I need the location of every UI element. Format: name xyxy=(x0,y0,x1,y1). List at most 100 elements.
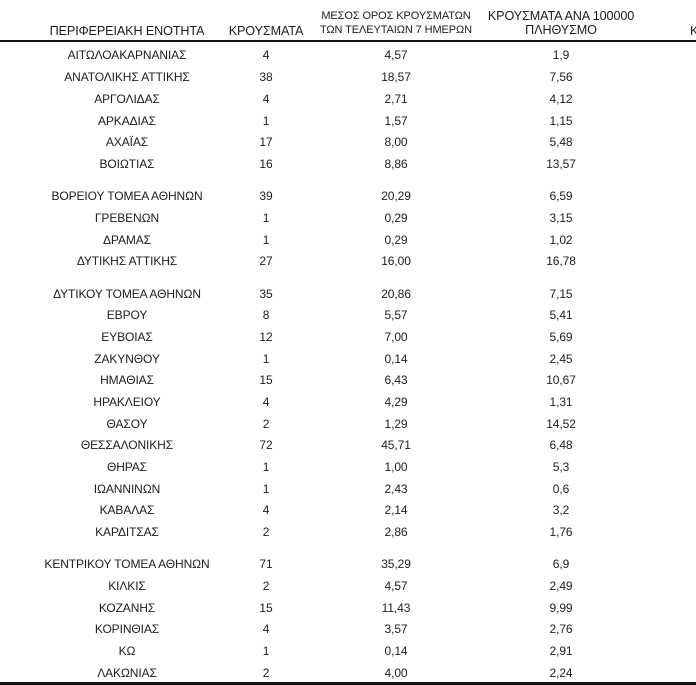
per-100k-cell: 2,24 xyxy=(549,665,573,680)
cases-cell: 17 xyxy=(259,135,273,150)
region-cell: ΚΑΡΔΙΤΣΑΣ xyxy=(95,525,159,540)
per-100k-cell: 1,15 xyxy=(549,113,573,128)
per-100k-cell: 1,02 xyxy=(549,232,573,247)
avg-7day-cell: 1,29 xyxy=(384,416,408,431)
header-regional-unit: ΠΕΡΙΦΕΡΕΙΑΚΗ ΕΝΟΤΗΤΑ xyxy=(49,23,205,38)
cases-cell: 2 xyxy=(262,525,270,540)
region-cell: ΑΙΤΩΛΟΑΚΑΡΝΑΝΙΑΣ xyxy=(67,48,187,63)
avg-7day-cell: 7,00 xyxy=(384,329,408,344)
avg-7day-cell: 11,43 xyxy=(381,600,411,615)
cases-cell: 15 xyxy=(259,373,273,388)
per-100k-cell: 5,48 xyxy=(549,135,573,150)
clipped-next-column-header: Κ xyxy=(690,24,696,38)
cases-cell: 4 xyxy=(262,48,270,63)
cases-cell: 16 xyxy=(259,156,273,171)
per-100k-cell: 6,48 xyxy=(549,438,573,453)
per-100k-cell: 6,9 xyxy=(552,557,570,572)
cases-cell: 4 xyxy=(262,91,270,106)
cases-cell: 27 xyxy=(259,254,273,269)
table-bottom-border xyxy=(0,682,696,685)
per-100k-cell: 2,45 xyxy=(549,351,573,366)
table-row: ΑΙΤΩΛΟΑΚΑΡΝΑΝΙΑΣ 4 4,57 1,9 xyxy=(0,45,696,67)
table-row: ΚΩ 1 0,14 2,91 xyxy=(0,640,696,662)
region-cell: ΔΥΤΙΚΟΥ ΤΟΜΕΑ ΑΘΗΝΩΝ xyxy=(53,286,201,301)
header-cases: ΚΡΟΥΣΜΑΤΑ xyxy=(228,23,304,38)
cases-cell: 71 xyxy=(259,557,273,572)
table-row: ΕΒΡΟΥ 8 5,57 5,41 xyxy=(0,304,696,326)
table-row: ΑΡΓΟΛΙΔΑΣ 4 2,71 4,12 xyxy=(0,88,696,110)
region-cell: ΑΧΑΪΑΣ xyxy=(105,135,149,150)
table-row: ΚΟΖΑΝΗΣ 15 11,43 9,99 xyxy=(0,597,696,619)
avg-7day-cell: 16,00 xyxy=(381,254,411,269)
per-100k-cell: 4,12 xyxy=(549,91,573,106)
per-100k-cell: 5,69 xyxy=(549,329,573,344)
cases-cell: 4 xyxy=(262,622,270,637)
table-row: ΗΡΑΚΛΕΙΟΥ 4 4,29 1,31 xyxy=(0,391,696,413)
avg-7day-cell: 8,00 xyxy=(384,135,408,150)
avg-7day-cell: 4,57 xyxy=(384,48,408,63)
region-cell: ΔΥΤΙΚΗΣ ΑΤΤΙΚΗΣ xyxy=(76,254,178,269)
per-100k-cell: 7,15 xyxy=(549,286,573,301)
header-avg-7day-line1: ΜΕΣΟΣ ΟΡΟΣ ΚΡΟΥΣΜΑΤΩΝ xyxy=(321,10,471,22)
per-100k-cell: 9,99 xyxy=(549,600,573,615)
cases-cell: 35 xyxy=(259,286,273,301)
per-100k-cell: 2,76 xyxy=(549,622,573,637)
table-body: ΑΙΤΩΛΟΑΚΑΡΝΑΝΙΑΣ 4 4,57 1,9 ΑΝΑΤΟΛΙΚΗΣ ΑΤΤΙΚ… xyxy=(0,42,696,684)
region-cell: ΘΑΣΟΥ xyxy=(106,416,148,431)
region-cell: ΖΑΚΥΝΘΟΥ xyxy=(94,351,160,366)
region-cell: ΚΕΝΤΡΙΚΟΥ ΤΟΜΕΑ ΑΘΗΝΩΝ xyxy=(44,557,210,572)
avg-7day-cell: 18,57 xyxy=(381,70,411,85)
header-per-100k: ΚΡΟΥΣΜΑΤΑ ΑΝΑ 100000 ΠΛΗΘΥΣΜΟ xyxy=(488,9,634,39)
table-row: ΑΝΑΤΟΛΙΚΗΣ ΑΤΤΙΚΗΣ 38 18,57 7,56 xyxy=(0,66,696,88)
avg-7day-cell: 2,71 xyxy=(384,91,408,106)
table-row: ΚΙΛΚΙΣ 2 4,57 2,49 xyxy=(0,575,696,597)
region-cell: ΚΩ xyxy=(118,644,136,659)
header-per-100k-line1: ΚΡΟΥΣΜΑΤΑ ΑΝΑ 100000 xyxy=(487,9,635,24)
cases-cell: 1 xyxy=(262,460,270,474)
cases-cell: 1 xyxy=(262,210,270,225)
per-100k-cell: 6,59 xyxy=(549,189,573,204)
avg-7day-cell: 20,29 xyxy=(381,189,411,204)
region-cell: ΚΟΡΙΝΘΙΑΣ xyxy=(94,622,160,637)
avg-7day-cell: 8,86 xyxy=(384,156,408,171)
table-row: ΒΟΡΕΙΟΥ ΤΟΜΕΑ ΑΘΗΝΩΝ 39 20,29 6,59 xyxy=(0,185,696,207)
table-row: ΘΕΣΣΑΛΟΝΙΚΗΣ 72 45,71 6,48 xyxy=(0,434,696,456)
region-cell: ΒΟΡΕΙΟΥ ΤΟΜΕΑ ΑΘΗΝΩΝ xyxy=(51,189,203,204)
avg-7day-cell: 1,00 xyxy=(384,460,408,474)
cases-cell: 1 xyxy=(262,481,270,496)
table-row: ΑΧΑΪΑΣ 17 8,00 5,48 xyxy=(0,131,696,153)
avg-7day-cell: 3,57 xyxy=(384,622,408,637)
group-spacer xyxy=(0,543,696,554)
avg-7day-cell: 1,57 xyxy=(384,113,408,128)
per-100k-cell: 0,6 xyxy=(552,481,570,496)
avg-7day-cell: 2,43 xyxy=(384,481,408,496)
region-cell: ΑΡΓΟΛΙΔΑΣ xyxy=(94,91,160,106)
per-100k-cell: 1,76 xyxy=(549,525,573,540)
table-row: ΑΡΚΑΔΙΑΣ 1 1,57 1,15 xyxy=(0,110,696,132)
avg-7day-cell: 5,57 xyxy=(384,308,408,323)
region-cell: ΓΡΕΒΕΝΩΝ xyxy=(94,210,160,225)
cases-cell: 1 xyxy=(262,113,270,128)
per-100k-cell: 2,91 xyxy=(549,644,573,659)
header-avg-7day: ΜΕΣΟΣ ΟΡΟΣ ΚΡΟΥΣΜΑΤΩΝ ΤΩΝ ΤΕΛΕΥΤΑΙΩΝ 7 Η… xyxy=(320,10,472,40)
region-cell: ΕΒΡΟΥ xyxy=(106,308,148,323)
table-row: ΒΟΙΩΤΙΑΣ 16 8,86 13,57 xyxy=(0,153,696,175)
cases-cell: 2 xyxy=(262,579,270,594)
cases-cell: 72 xyxy=(259,438,273,453)
avg-7day-cell: 4,00 xyxy=(384,665,408,680)
region-cell: ΔΡΑΜΑΣ xyxy=(103,232,151,247)
region-cell: ΕΥΒΟΙΑΣ xyxy=(101,329,153,344)
avg-7day-cell: 35,29 xyxy=(381,557,411,572)
table-row: ΙΩΑΝΝΙΝΩΝ 1 2,43 0,6 xyxy=(0,478,696,500)
cases-cell: 38 xyxy=(259,70,273,85)
region-cell: ΛΑΚΩΝΙΑΣ xyxy=(97,665,157,680)
avg-7day-cell: 2,86 xyxy=(384,525,408,540)
header-per-100k-line2: ΠΛΗΘΥΣΜΟ xyxy=(525,23,597,38)
cases-cell: 1 xyxy=(262,351,270,366)
table-header-row: ΠΕΡΙΦΕΡΕΙΑΚΗ ΕΝΟΤΗΤΑ ΚΡΟΥΣΜΑΤΑ ΜΕΣΟΣ ΟΡΟ… xyxy=(0,0,696,42)
cases-cell: 15 xyxy=(259,600,273,615)
group-spacer xyxy=(0,272,696,283)
region-cell: ΚΑΒΑΛΑΣ xyxy=(99,503,155,518)
table-row: ΔΥΤΙΚΗΣ ΑΤΤΙΚΗΣ 27 16,00 16,78 xyxy=(0,250,696,272)
